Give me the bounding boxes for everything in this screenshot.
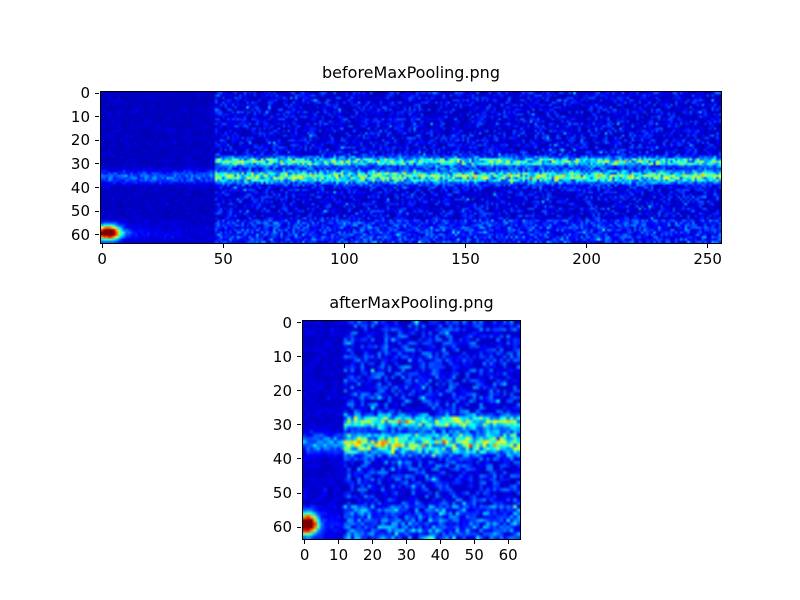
y-tick-mark	[95, 139, 99, 141]
y-tick-label: 40	[70, 178, 90, 197]
x-tick-label: 50	[464, 546, 484, 564]
x-tick-label: 150	[451, 250, 480, 268]
y-tick-label: 50	[272, 484, 292, 503]
x-tick-mark	[222, 244, 224, 248]
y-tick-mark	[297, 458, 301, 460]
x-tick-label: 40	[430, 546, 450, 564]
y-tick-label: 20	[272, 381, 292, 400]
x-tick-mark	[707, 244, 709, 248]
y-tick-mark	[297, 390, 301, 392]
x-tick-label: 0	[97, 250, 107, 268]
y-tick-mark	[95, 187, 99, 189]
y-tick-label: 0	[282, 313, 292, 332]
before-maxpooling-title: beforeMaxPooling.png	[322, 63, 500, 82]
y-tick-mark	[297, 322, 301, 324]
y-tick-mark	[95, 116, 99, 118]
y-tick-mark	[95, 92, 99, 94]
y-tick-mark	[95, 210, 99, 212]
y-tick-label: 10	[70, 107, 90, 126]
before-maxpooling-axes	[100, 91, 722, 244]
y-tick-label: 50	[70, 202, 90, 221]
x-tick-label: 60	[498, 546, 518, 564]
x-tick-mark	[372, 540, 373, 544]
x-tick-label: 20	[362, 546, 383, 564]
x-tick-mark	[473, 540, 475, 544]
x-tick-mark	[439, 540, 441, 544]
y-tick-mark	[297, 356, 301, 358]
y-tick-label: 60	[272, 518, 292, 537]
x-tick-mark	[101, 244, 103, 248]
y-tick-mark	[297, 424, 301, 426]
x-tick-label: 30	[396, 546, 416, 564]
x-tick-label: 250	[693, 250, 722, 268]
x-tick-mark	[586, 244, 588, 248]
y-tick-label: 40	[272, 449, 292, 468]
x-tick-label: 200	[572, 250, 601, 268]
y-tick-label: 30	[272, 415, 292, 434]
x-tick-label: 50	[213, 250, 233, 268]
x-tick-mark	[304, 540, 306, 544]
y-tick-label: 0	[80, 84, 90, 103]
x-tick-label: 0	[299, 546, 310, 564]
y-tick-mark	[95, 234, 99, 236]
y-tick-mark	[297, 526, 301, 528]
y-tick-mark	[297, 492, 301, 494]
after-maxpooling-axes	[302, 320, 521, 540]
x-tick-label: 10	[329, 546, 349, 564]
x-tick-mark	[405, 540, 407, 544]
x-tick-mark	[338, 540, 340, 544]
y-tick-label: 10	[272, 347, 292, 366]
x-tick-mark	[343, 244, 345, 248]
x-tick-mark	[464, 244, 466, 248]
x-tick-mark	[507, 540, 509, 544]
y-tick-label: 60	[70, 225, 90, 244]
before-maxpooling-heatmap-canvas	[101, 92, 721, 243]
y-tick-label: 20	[70, 131, 90, 150]
y-tick-mark	[95, 163, 99, 165]
y-tick-label: 30	[70, 154, 90, 173]
after-maxpooling-title: afterMaxPooling.png	[329, 293, 494, 312]
x-tick-label: 100	[330, 250, 359, 268]
after-maxpooling-heatmap-canvas	[303, 321, 520, 539]
